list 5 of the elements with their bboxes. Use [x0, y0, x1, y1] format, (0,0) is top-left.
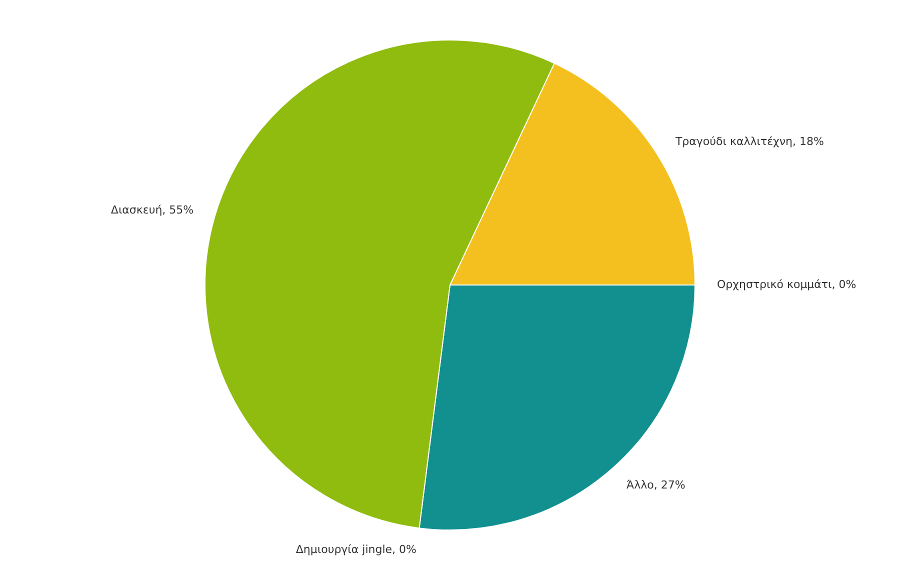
slice-label: Διασκευή, 55%	[110, 203, 194, 216]
slice-label: Τραγούδι καλλιτέχνη, 18%	[674, 134, 824, 148]
category-label: Δημιουργία jingle, 0%	[296, 542, 416, 556]
category-label: Ορχηστρικό κομμάτι, 0%	[717, 278, 856, 292]
slice-label: Άλλο, 27%	[626, 478, 686, 492]
